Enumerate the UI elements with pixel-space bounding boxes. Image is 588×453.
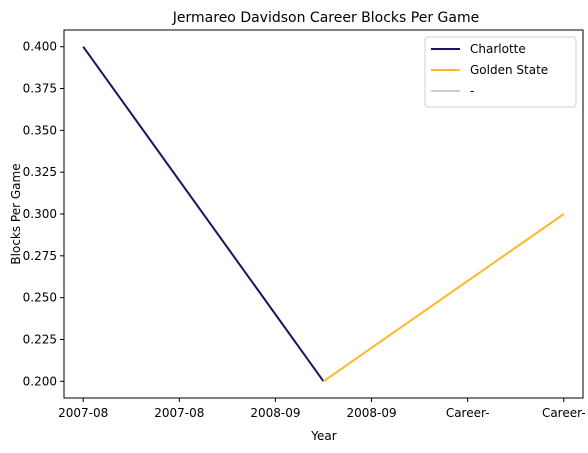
legend-box xyxy=(424,36,577,108)
y-tick-label: 0.200 xyxy=(23,374,57,388)
x-tick-label: Career- xyxy=(542,406,586,420)
y-tick-label: 0.375 xyxy=(23,82,57,96)
legend-label: - xyxy=(470,84,474,98)
y-axis-title: Blocks Per Game xyxy=(9,163,23,264)
series-line-1 xyxy=(322,213,565,383)
y-tick-label: 0.275 xyxy=(23,249,57,263)
x-axis-title: Year xyxy=(310,429,336,443)
x-tick-label: 2008-09 xyxy=(346,406,396,420)
y-tick-label: 0.225 xyxy=(23,332,57,346)
x-tick-label: 2007-08 xyxy=(58,406,108,420)
x-tick-label: 2007-08 xyxy=(154,406,204,420)
y-tick-label: 0.400 xyxy=(23,40,57,54)
y-tick-label: 0.325 xyxy=(23,165,57,179)
legend: Charlotte Golden State - xyxy=(424,36,577,108)
series-line-0 xyxy=(82,46,325,382)
x-tick-label: 2008-09 xyxy=(250,406,300,420)
plot-frame xyxy=(63,29,584,399)
y-tick-label: 0.350 xyxy=(23,123,57,137)
chart-title: Jermareo Davidson Career Blocks Per Game xyxy=(172,10,479,26)
legend-label: Golden State xyxy=(470,63,548,77)
x-tick-label: Career- xyxy=(446,406,490,420)
legend-label: Charlotte xyxy=(470,42,526,56)
y-tick-label: 0.250 xyxy=(23,291,57,305)
y-tick-label: 0.300 xyxy=(23,207,57,221)
